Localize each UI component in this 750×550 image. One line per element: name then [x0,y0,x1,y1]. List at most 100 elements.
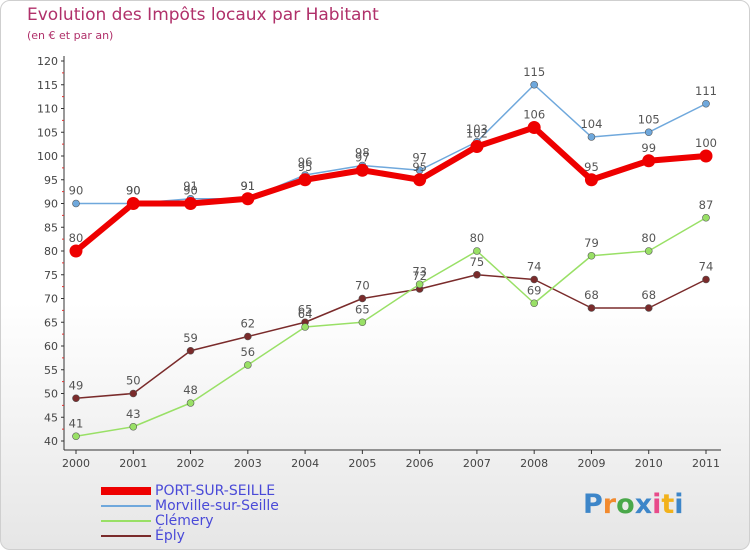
logo-letter: t [661,489,675,520]
data-point [72,394,80,403]
data-label: 80 [69,231,84,245]
data-point [301,323,309,331]
data-point [470,140,484,153]
data-label: 65 [355,302,370,316]
data-point [244,332,252,341]
data-point [355,163,369,177]
data-point [72,199,80,208]
data-point [644,247,653,255]
y-tick-label: 120 [37,55,58,68]
y-tick-label: 60 [44,340,58,353]
legend-item: Morville-sur-Seille [101,498,279,514]
series-line-1 [76,84,707,205]
data-label: 87 [699,198,714,212]
legend-item: PORT-SUR-SEILLE [101,482,279,499]
data-label: 115 [523,65,545,79]
y-tick-label: 65 [44,316,58,329]
data-label: 59 [183,331,198,345]
data-point [129,389,138,398]
x-tick-label: 2005 [348,457,376,470]
legend-label: Clémery [155,512,214,529]
data-label: 75 [470,255,485,269]
x-tick-label: 2011 [692,457,720,470]
data-point [699,149,713,163]
data-point [530,80,538,89]
legend-item: Clémery [101,512,279,529]
data-point [530,299,538,308]
data-label: 41 [69,416,84,430]
legend: PORT-SUR-SEILLE Morville-sur-Seille Clémer… [101,482,279,544]
y-tick-label: 115 [37,79,58,92]
data-point [702,99,710,108]
data-point [415,280,424,289]
legend-label: PORT-SUR-SEILLE [155,482,276,499]
data-point [69,244,83,258]
y-tick-label: 100 [37,150,58,163]
data-point [241,192,255,206]
data-point [527,121,541,134]
data-label: 91 [240,179,255,193]
y-tick-label: 110 [37,103,58,116]
y-tick-label: 50 [44,388,58,401]
data-label: 49 [69,378,84,392]
y-tick-label: 75 [44,269,58,282]
data-label: 90 [126,184,141,198]
legend-swatch [101,519,151,522]
proxiti-logo: Proxiti [583,489,684,520]
data-label: 91 [240,179,255,193]
logo-letter: i [674,489,684,520]
data-label: 80 [470,231,485,245]
data-point [473,270,481,279]
data-label: 43 [126,407,141,421]
y-tick-label: 105 [37,126,58,139]
chart-subtitle: (en € et par an) [27,29,114,42]
x-tick-label: 2007 [463,457,491,470]
data-point [644,128,653,137]
logo-letter: x [634,489,653,520]
data-point [244,361,252,369]
data-label: 68 [584,288,599,302]
x-tick-label: 2008 [520,457,548,470]
data-point [644,304,653,312]
data-label: 80 [641,231,656,245]
y-tick-label: 85 [44,221,58,234]
series-line-2 [75,217,707,437]
data-point [587,304,596,312]
data-label: 68 [641,288,656,302]
data-label: 48 [183,383,198,397]
data-label: 50 [126,374,141,388]
data-label: 91 [183,179,198,193]
data-point [413,173,427,187]
data-label: 105 [638,112,660,126]
data-label: 95 [584,160,599,174]
x-tick-label: 2002 [177,457,205,470]
data-point [298,173,312,187]
data-label: 106 [523,108,545,122]
data-point [642,154,656,168]
y-tick-label: 40 [44,435,58,448]
data-label: 97 [412,150,427,164]
legend-label: Éply [155,527,185,544]
chart-title: Evolution des Impôts locaux par Habitant [27,5,379,25]
x-tick-label: 2004 [291,457,319,470]
legend-swatch [101,486,151,495]
data-label: 65 [298,302,313,316]
data-point [358,318,367,327]
data-point [129,422,138,431]
data-point [186,399,195,407]
data-label: 74 [527,260,542,274]
data-label: 62 [240,317,255,331]
series-line-3 [75,274,707,399]
y-tick-label: 95 [44,174,58,187]
data-label: 96 [298,155,313,169]
x-tick-label: 2003 [234,457,262,470]
data-label: 102 [466,127,488,141]
data-label: 90 [69,184,84,198]
data-label: 95 [412,160,427,174]
data-label: 74 [699,260,714,274]
data-point [358,294,367,303]
legend-item: Éply [101,527,279,544]
x-tick-label: 2006 [406,457,434,470]
data-label: 103 [466,122,488,136]
